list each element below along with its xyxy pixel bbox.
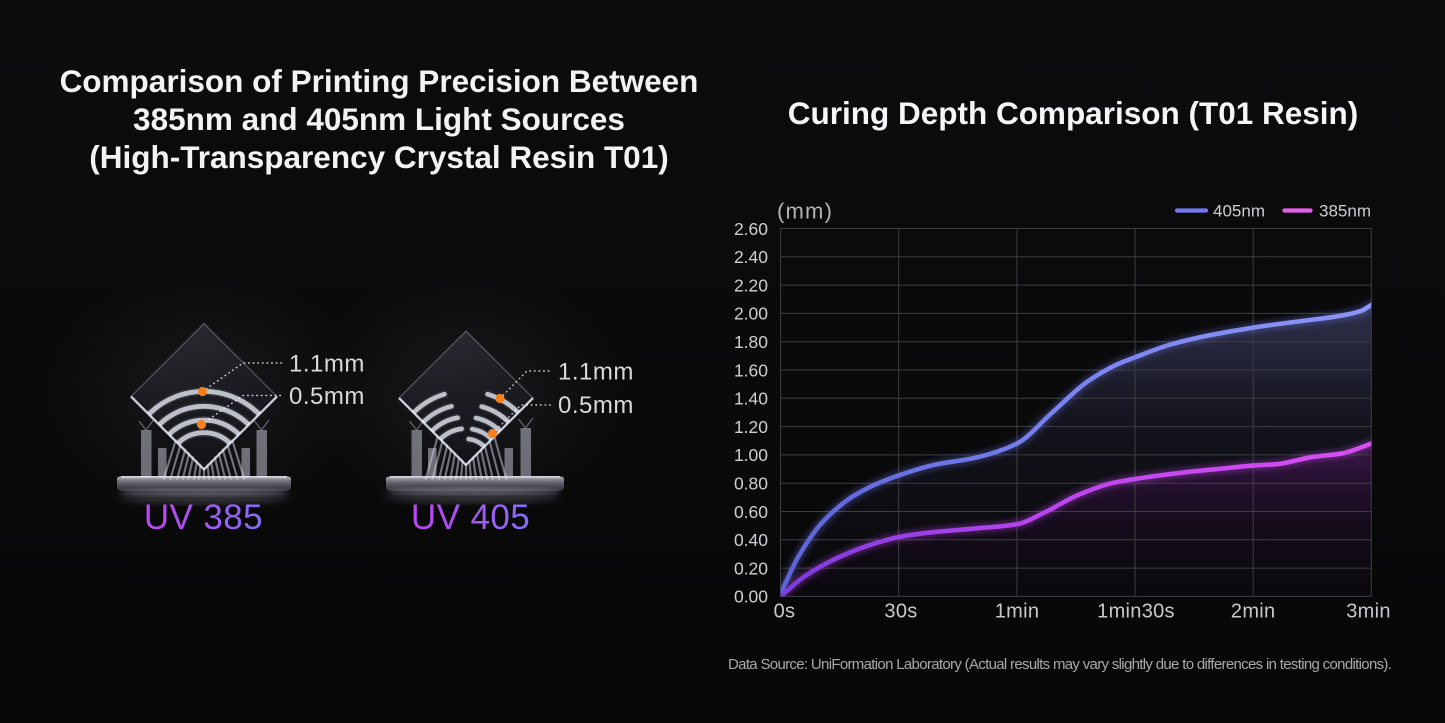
svg-text:0.5mm: 0.5mm bbox=[289, 383, 365, 410]
svg-text:385nm: 385nm bbox=[1319, 202, 1371, 221]
svg-text:1.1mm: 1.1mm bbox=[558, 359, 634, 386]
svg-text:2min: 2min bbox=[1231, 601, 1276, 623]
svg-text:1.60: 1.60 bbox=[734, 360, 768, 380]
svg-text:1.1mm: 1.1mm bbox=[289, 351, 365, 378]
svg-text:1.20: 1.20 bbox=[734, 417, 768, 437]
svg-text:0.80: 0.80 bbox=[734, 474, 768, 494]
svg-text:2.20: 2.20 bbox=[734, 275, 768, 295]
svg-text:1min: 1min bbox=[995, 601, 1040, 623]
svg-text:1.80: 1.80 bbox=[734, 332, 768, 352]
svg-text:0.5mm: 0.5mm bbox=[558, 392, 634, 419]
svg-text:2.60: 2.60 bbox=[734, 219, 768, 239]
svg-text:0.00: 0.00 bbox=[734, 587, 768, 607]
svg-text:405nm: 405nm bbox=[1213, 202, 1265, 221]
svg-text:30s: 30s bbox=[884, 601, 917, 623]
svg-text:1.40: 1.40 bbox=[734, 389, 768, 409]
svg-text:0.60: 0.60 bbox=[734, 502, 768, 522]
svg-text:0s: 0s bbox=[774, 601, 796, 623]
svg-text:1min30s: 1min30s bbox=[1097, 601, 1175, 623]
svg-text:2.40: 2.40 bbox=[734, 247, 768, 267]
svg-text:2.00: 2.00 bbox=[734, 304, 768, 324]
svg-text:(mm): (mm) bbox=[777, 199, 833, 224]
svg-text:0.40: 0.40 bbox=[734, 530, 768, 550]
svg-text:1.00: 1.00 bbox=[734, 445, 768, 465]
svg-text:3min: 3min bbox=[1346, 601, 1391, 623]
svg-text:0.20: 0.20 bbox=[734, 558, 768, 578]
